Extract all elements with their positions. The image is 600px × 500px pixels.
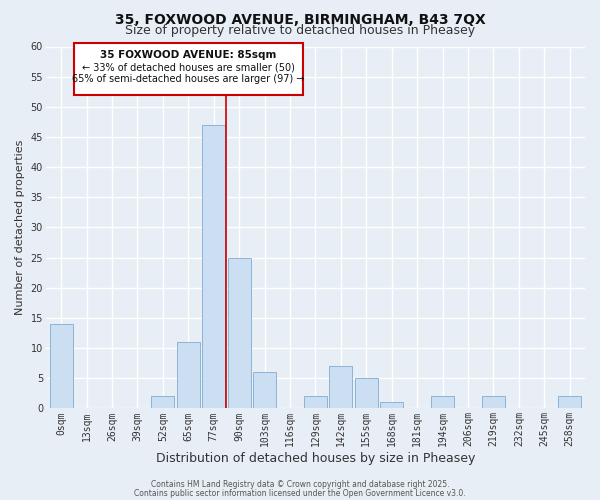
Y-axis label: Number of detached properties: Number of detached properties bbox=[15, 140, 25, 315]
X-axis label: Distribution of detached houses by size in Pheasey: Distribution of detached houses by size … bbox=[156, 452, 475, 465]
Bar bbox=[50, 324, 73, 408]
FancyBboxPatch shape bbox=[74, 44, 303, 95]
Text: 65% of semi-detached houses are larger (97) →: 65% of semi-detached houses are larger (… bbox=[72, 74, 305, 84]
Bar bbox=[558, 396, 581, 408]
Bar bbox=[151, 396, 174, 408]
Bar bbox=[431, 396, 454, 408]
Bar bbox=[482, 396, 505, 408]
Text: Size of property relative to detached houses in Pheasey: Size of property relative to detached ho… bbox=[125, 24, 475, 37]
Bar bbox=[177, 342, 200, 408]
Bar bbox=[253, 372, 276, 408]
Text: 35 FOXWOOD AVENUE: 85sqm: 35 FOXWOOD AVENUE: 85sqm bbox=[100, 50, 277, 59]
Text: ← 33% of detached houses are smaller (50): ← 33% of detached houses are smaller (50… bbox=[82, 63, 295, 73]
Bar bbox=[202, 125, 225, 408]
Bar bbox=[355, 378, 378, 408]
Bar bbox=[304, 396, 327, 408]
Bar bbox=[380, 402, 403, 408]
Text: 35, FOXWOOD AVENUE, BIRMINGHAM, B43 7QX: 35, FOXWOOD AVENUE, BIRMINGHAM, B43 7QX bbox=[115, 12, 485, 26]
Bar bbox=[329, 366, 352, 408]
Text: Contains HM Land Registry data © Crown copyright and database right 2025.: Contains HM Land Registry data © Crown c… bbox=[151, 480, 449, 489]
Text: Contains public sector information licensed under the Open Government Licence v3: Contains public sector information licen… bbox=[134, 488, 466, 498]
Bar bbox=[227, 258, 251, 408]
